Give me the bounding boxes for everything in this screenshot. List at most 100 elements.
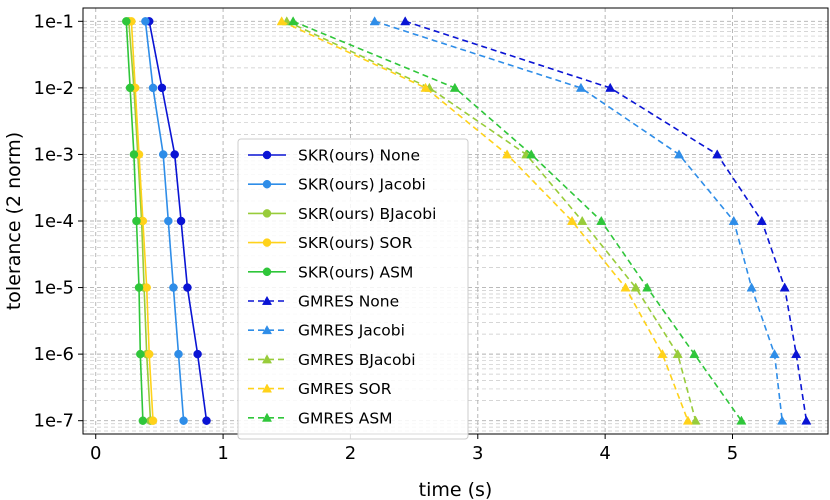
data-point-triangle — [261, 383, 273, 393]
series-skr-ours-sor — [127, 17, 158, 425]
data-point-circle — [125, 83, 135, 93]
x-tick-label: 5 — [727, 443, 738, 464]
data-point-circle — [141, 17, 150, 26]
data-point-circle — [148, 83, 158, 93]
data-point-triangle — [605, 82, 616, 92]
data-point-circle — [262, 179, 272, 189]
y-tick-label: 1e-1 — [34, 11, 74, 32]
legend-entry: GMRES BJacobi — [248, 351, 416, 369]
legend-box — [237, 138, 469, 440]
data-point-triangle — [746, 282, 757, 292]
data-point-circle — [148, 416, 158, 425]
legend-label: SKR(ours) BJacobi — [298, 205, 436, 223]
data-point-triangle — [728, 215, 739, 225]
series-gmres-jacobi — [369, 16, 788, 425]
data-point-triangle — [682, 415, 693, 425]
data-point-triangle — [801, 415, 812, 425]
data-point-circle — [129, 150, 139, 159]
axis-ticks: 0 1 2 3 4 5 1e-1 1e-2 1e-3 1e-4 1e-5 1e-6 1e-7 — [34, 11, 739, 464]
data-point-triangle — [777, 415, 788, 425]
data-point-circle — [179, 416, 188, 425]
legend-label: GMRES SOR — [298, 380, 392, 398]
x-tick-label: 1 — [217, 443, 228, 464]
data-point-circle — [202, 416, 211, 425]
data-point-triangle — [690, 415, 701, 425]
legend-entry: SKR(ours) Jacobi — [248, 176, 426, 194]
series-skr-ours-jacobi — [141, 17, 188, 425]
y-tick-label: 1e-5 — [34, 278, 74, 299]
data-point-triangle — [769, 349, 780, 359]
data-point-circle — [134, 283, 144, 292]
data-point-circle — [174, 349, 183, 359]
legend-entry: GMRES None — [248, 293, 399, 311]
data-point-triangle — [779, 282, 790, 292]
data-point-circle — [157, 83, 167, 93]
data-point-circle — [132, 216, 141, 226]
data-point-triangle — [420, 82, 431, 92]
legend-label: SKR(ours) Jacobi — [298, 176, 426, 194]
data-point-triangle — [575, 82, 586, 92]
legend-label: GMRES None — [298, 293, 399, 311]
y-axis-label: tolerance (2 norm) — [3, 132, 25, 310]
plot-series — [122, 16, 812, 425]
data-point-triangle — [261, 412, 273, 422]
data-point-triangle — [276, 16, 287, 26]
x-tick-label: 2 — [345, 443, 356, 464]
data-point-triangle — [596, 215, 607, 225]
series-gmres-asm — [288, 16, 747, 425]
data-point-circle — [262, 267, 272, 277]
data-point-triangle — [261, 325, 273, 335]
legend-entry: SKR(ours) BJacobi — [248, 205, 436, 223]
data-point-triangle — [642, 282, 653, 292]
series-gmres-none — [400, 16, 812, 425]
data-point-triangle — [657, 349, 668, 359]
data-point-circle — [122, 17, 131, 26]
x-tick-label: 3 — [472, 443, 483, 464]
data-point-circle — [158, 150, 168, 159]
series-skr-ours-asm — [122, 17, 148, 425]
data-point-triangle — [526, 149, 537, 159]
data-point-triangle — [756, 215, 767, 225]
y-tick-label: 1e-7 — [34, 411, 74, 432]
data-point-triangle — [369, 16, 380, 26]
legend-label: SKR(ours) ASM — [298, 263, 413, 281]
y-tick-label: 1e-4 — [34, 211, 74, 232]
x-tick-label: 0 — [90, 443, 101, 464]
data-point-circle — [136, 349, 145, 359]
data-point-circle — [142, 283, 151, 292]
data-point-triangle — [736, 415, 747, 425]
data-point-circle — [183, 283, 192, 292]
legend-entry: SKR(ours) ASM — [248, 263, 413, 281]
x-tick-label: 4 — [599, 443, 610, 464]
data-point-triangle — [567, 215, 578, 225]
data-point-triangle — [630, 282, 641, 292]
data-point-triangle — [449, 82, 460, 92]
legend-label: SKR(ours) SOR — [298, 234, 413, 252]
y-tick-label: 1e-6 — [34, 344, 74, 365]
data-point-triangle — [673, 149, 685, 159]
series-gmres-sor — [276, 16, 693, 425]
data-point-circle — [176, 216, 186, 226]
data-point-circle — [144, 349, 154, 359]
data-point-triangle — [689, 349, 700, 359]
legend-entry: SKR(ours) None — [248, 147, 420, 165]
legend-entry: GMRES ASM — [248, 409, 393, 427]
legend-label: GMRES Jacobi — [298, 322, 405, 340]
data-point-circle — [169, 283, 178, 292]
data-point-triangle — [261, 354, 273, 364]
legend: SKR(ours) None SKR(ours) Jacobi SKR(ours) … — [237, 138, 469, 440]
data-point-triangle — [288, 16, 299, 26]
legend-entry: GMRES SOR — [248, 380, 392, 398]
data-point-circle — [170, 150, 179, 159]
data-point-triangle — [672, 349, 683, 359]
x-axis-label: time (s) — [419, 479, 493, 500]
y-tick-label: 1e-2 — [34, 78, 74, 99]
data-point-circle — [164, 216, 173, 226]
legend-entry: GMRES Jacobi — [248, 322, 405, 340]
data-point-triangle — [620, 282, 631, 292]
legend-entry: SKR(ours) SOR — [248, 234, 413, 252]
data-point-triangle — [261, 295, 273, 305]
data-point-circle — [193, 349, 202, 359]
y-tick-label: 1e-3 — [34, 144, 74, 165]
data-point-triangle — [791, 349, 802, 359]
